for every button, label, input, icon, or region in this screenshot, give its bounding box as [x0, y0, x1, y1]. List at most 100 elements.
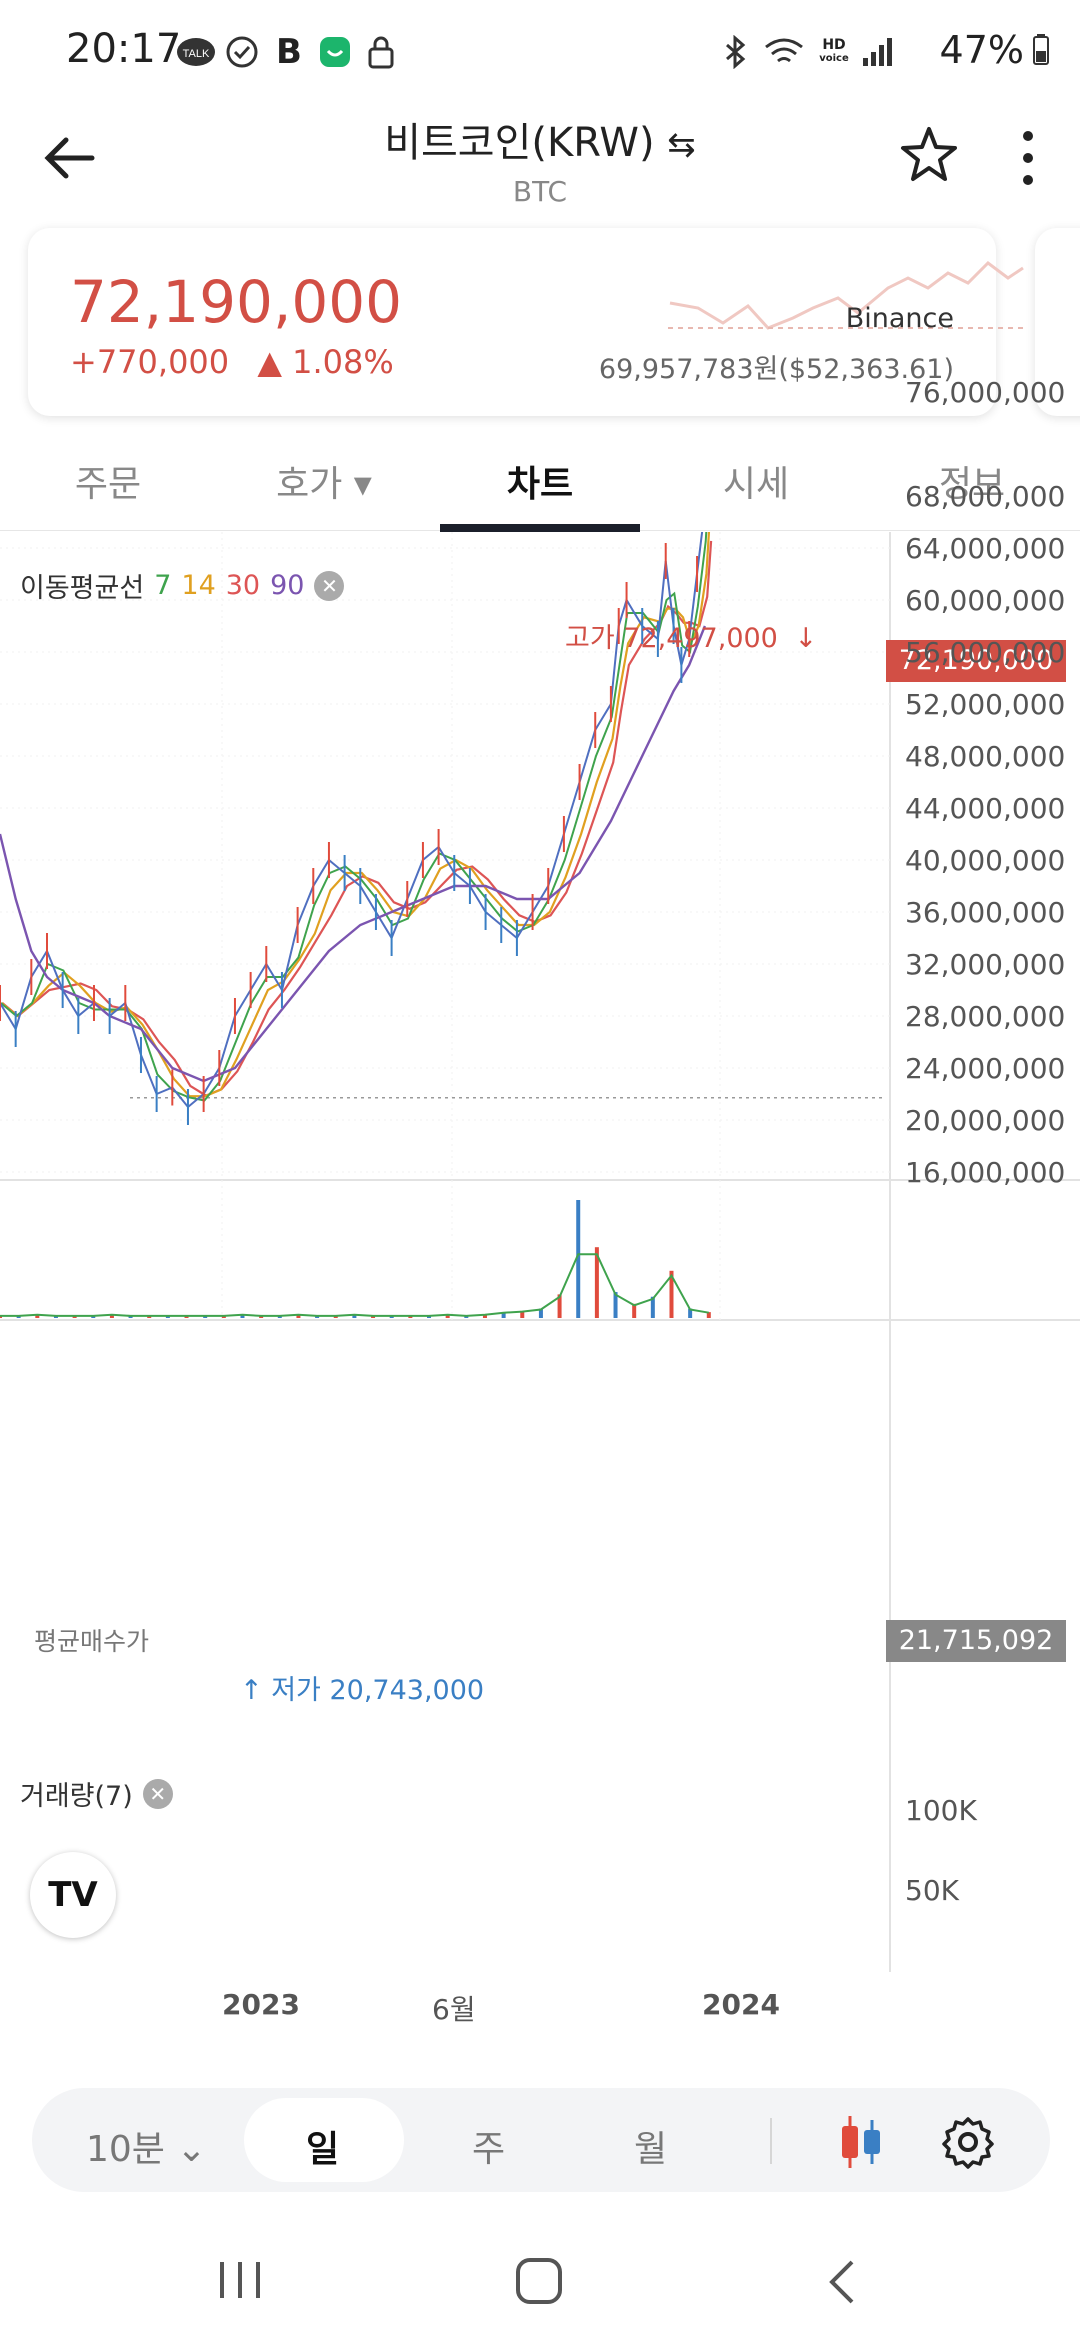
tab-info[interactable]: 정보: [938, 464, 1006, 505]
talk-icon: TALK: [176, 34, 216, 70]
back-arrow-icon[interactable]: [40, 128, 110, 188]
tab-chart[interactable]: 차트: [506, 464, 574, 505]
volume-bar: [706, 1312, 711, 1318]
tab-order[interactable]: 주문: [74, 464, 142, 505]
tab-active-indicator: [440, 524, 640, 532]
volume-bar: [669, 1270, 674, 1318]
signal-icon: [860, 34, 896, 70]
interval-dropdown[interactable]: 10분 ⌄: [86, 2129, 207, 2170]
ma-90-label: 90: [270, 570, 305, 601]
x-tick-2024: 2024: [702, 1988, 780, 2021]
candlestick-icon[interactable]: [836, 2112, 886, 2172]
mini-chart: [668, 261, 1024, 330]
volume-bar: [296, 1314, 301, 1318]
price-card[interactable]: [28, 228, 1024, 416]
current-price-tag: 72,190,000: [886, 640, 1066, 682]
ma-14-label: 14: [181, 570, 216, 601]
recent-apps-button[interactable]: [210, 2250, 270, 2310]
interval-month[interactable]: 월: [634, 2129, 668, 2170]
status-time: 20:17: [66, 26, 182, 72]
y-tick-label: 56,000,000: [905, 636, 1066, 669]
battery-text: 47%: [939, 28, 1024, 72]
y-tick-label: 40,000,000: [905, 844, 1066, 877]
hd-voice-icon: HD voice: [819, 37, 849, 64]
page-title[interactable]: 비트코인(KRW) ⇆: [0, 110, 1080, 168]
volume-bar: [352, 1314, 357, 1318]
current-price: 72,190,000: [70, 268, 403, 336]
battery-icon: [1033, 34, 1049, 65]
lock-icon: [366, 34, 396, 70]
volume-ma-line: [0, 1253, 709, 1317]
x-tick-june: 6월: [432, 1993, 476, 2026]
y-tick-label: 48,000,000: [905, 740, 1066, 773]
change-percent: ▲ 1.08%: [257, 343, 394, 381]
y-tick-label: 32,000,000: [905, 948, 1066, 981]
volume-tick-100k: 100K: [905, 1794, 977, 1827]
coin-symbol: BTC: [512, 175, 568, 208]
exchange-name: Binance: [845, 303, 954, 334]
bar-divider: [770, 2118, 772, 2164]
interval-bar: [32, 2088, 1050, 2192]
volume-tick-50k: 50K: [905, 1874, 959, 1907]
low-price-text: 저가 20,743,000: [271, 1675, 485, 1706]
y-tick-label: 24,000,000: [905, 1052, 1066, 1085]
y-tick-label: 44,000,000: [905, 792, 1066, 825]
back-button[interactable]: [818, 2250, 868, 2314]
wifi-icon: [762, 34, 806, 70]
x-tick-2023: 2023: [222, 1988, 300, 2021]
y-tick-label: 16,000,000: [905, 1156, 1066, 1189]
app-header: [0, 100, 1080, 230]
volume-bar: [482, 1314, 487, 1318]
next-price-card[interactable]: [1035, 228, 1080, 416]
y-tick-label: 64,000,000: [905, 532, 1066, 565]
price-chart[interactable]: [0, 532, 1080, 2042]
chat-icon: [318, 34, 352, 70]
active-interval-pill: [244, 2098, 404, 2182]
svg-text:TALK: TALK: [183, 48, 210, 60]
ma-90-line: [0, 625, 707, 1083]
volume-bar: [240, 1314, 245, 1318]
price-change: +770,000 ▲ 1.08%: [70, 343, 394, 381]
low-price-label: ↑ 저가 20,743,000: [240, 1668, 484, 1707]
interval-day[interactable]: 일: [306, 2129, 340, 2170]
chart-canvas[interactable]: [0, 532, 1080, 2042]
close-volume-icon[interactable]: ✕: [142, 1778, 173, 1809]
high-price-text: 고가 72,497,000: [565, 623, 778, 654]
tab-market-price[interactable]: 시세: [722, 464, 790, 505]
tradingview-logo-icon[interactable]: TV: [30, 1852, 116, 1938]
interval-week[interactable]: 주: [472, 2129, 506, 2170]
y-tick-label: 52,000,000: [905, 688, 1066, 721]
volume-bar: [109, 1314, 114, 1318]
settings-gear-icon[interactable]: [940, 2114, 996, 2170]
battery-indicator: 47%: [940, 28, 1050, 72]
ma-legend: 이동평균선 7 14 30 90 ✕: [20, 566, 345, 605]
y-tick-label: 68,000,000: [905, 480, 1066, 513]
volume-bar: [35, 1314, 40, 1318]
y-tick-label: 28,000,000: [905, 1000, 1066, 1033]
y-tick-label: 60,000,000: [905, 584, 1066, 617]
volume-bar: [650, 1296, 655, 1318]
tab-orderbook[interactable]: 호가 ▾: [276, 464, 372, 505]
ma-legend-label: 이동평균선: [20, 573, 145, 604]
reference-price: 69,957,783원($52,363.61): [598, 354, 954, 385]
close-ma-icon[interactable]: ✕: [314, 570, 345, 601]
y-tick-label: 36,000,000: [905, 896, 1066, 929]
change-amount: +770,000: [70, 343, 230, 381]
favorite-star-icon[interactable]: [898, 124, 968, 188]
y-tick-label: 76,000,000: [905, 376, 1066, 409]
status-bar: 20:17 TALK B HD voice 47%: [0, 0, 1080, 100]
volume-bar: [557, 1294, 562, 1318]
high-price-label: 고가 72,497,000 ↓: [565, 616, 817, 655]
swap-icon[interactable]: ⇆: [667, 125, 696, 165]
volume-legend: 거래량(7) ✕: [20, 1774, 173, 1813]
down-arrow-icon: ↓: [794, 623, 818, 654]
coin-title: 비트코인(KRW): [384, 120, 655, 166]
volume-bar: [538, 1308, 543, 1318]
volume-bar: [445, 1314, 450, 1318]
home-button[interactable]: [508, 2250, 572, 2314]
more-menu-icon[interactable]: [1010, 126, 1046, 190]
volume-bar: [520, 1310, 525, 1318]
up-arrow-icon: ↑: [240, 1675, 263, 1706]
ma-30-label: 30: [225, 570, 261, 601]
volume-bar: [576, 1200, 581, 1318]
